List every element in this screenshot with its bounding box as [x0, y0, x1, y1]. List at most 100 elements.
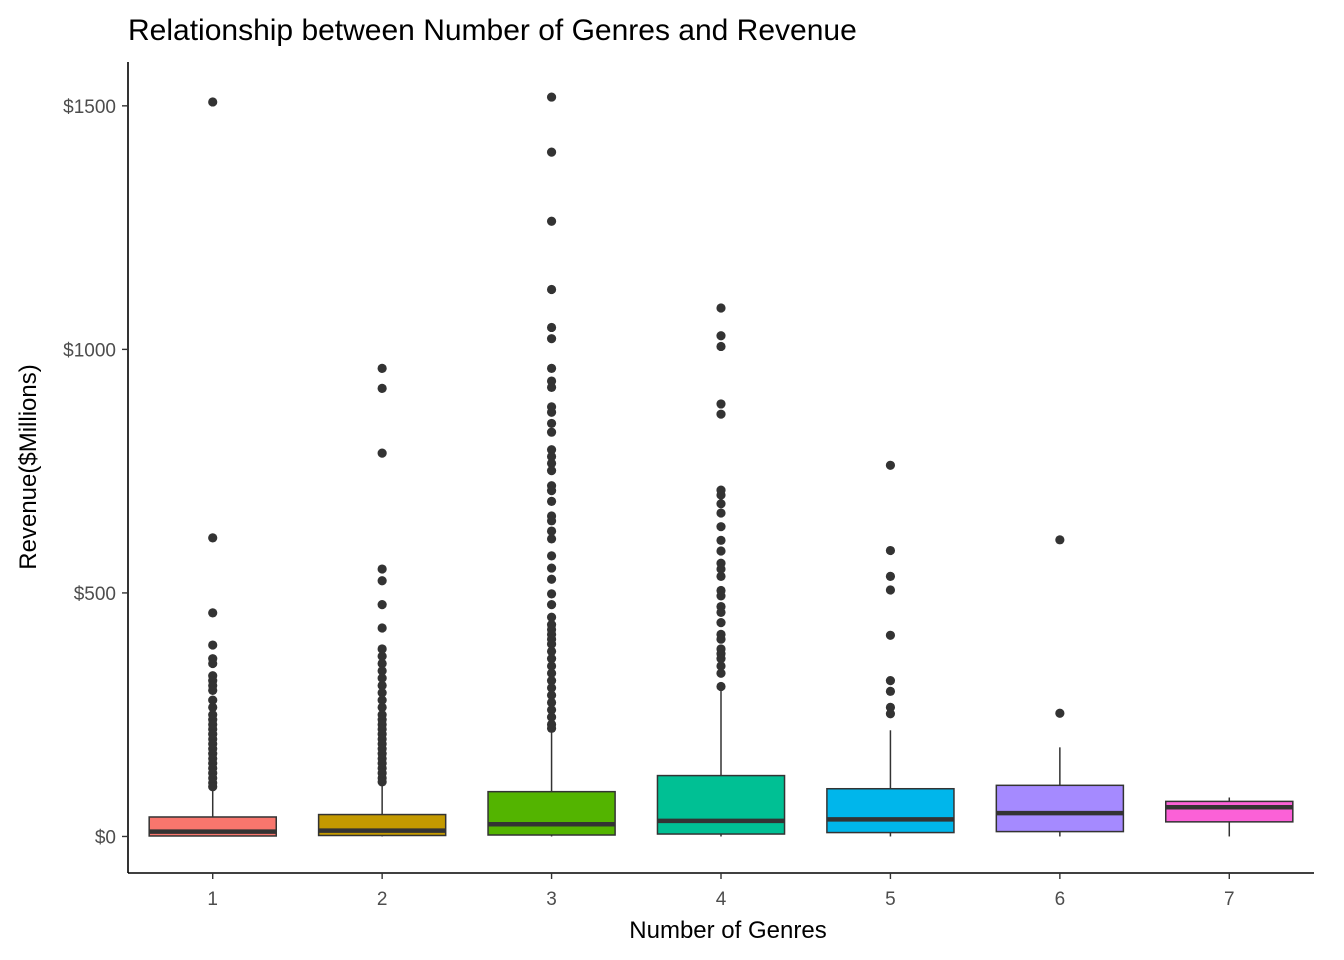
y-tick-label: $1500 — [63, 97, 116, 118]
x-tick-label: 5 — [885, 889, 896, 910]
outlier-point — [546, 496, 557, 506]
outlier-point — [208, 685, 218, 695]
outlier-point — [377, 702, 387, 712]
outlier-point — [716, 490, 726, 500]
outlier-point — [546, 534, 557, 544]
outlier-point — [377, 576, 387, 586]
box-group-3 — [487, 92, 616, 837]
box-group-2 — [317, 363, 447, 837]
outlier-point — [716, 546, 726, 556]
outlier-point — [885, 545, 896, 556]
outlier-point — [716, 341, 726, 352]
outlier-point — [716, 331, 726, 341]
outlier-point — [716, 409, 726, 419]
outlier-point — [716, 522, 726, 532]
y-tick-label: $0 — [95, 827, 116, 848]
outlier-point — [377, 644, 387, 654]
outlier-point — [377, 383, 387, 393]
outlier-point — [546, 712, 557, 722]
outlier-point — [546, 705, 557, 715]
outlier-point — [377, 688, 387, 698]
x-axis-title: Number of Genres — [629, 917, 826, 944]
outlier-point — [546, 723, 557, 733]
outlier-point — [377, 448, 387, 458]
outlier-point — [377, 600, 387, 610]
outlier-point — [377, 658, 387, 669]
outlier-point — [377, 623, 387, 633]
box-group-4 — [656, 303, 786, 837]
chart-title: Relationship between Number of Genres an… — [128, 14, 857, 47]
outlier-point — [208, 695, 218, 705]
outlier-point — [208, 97, 218, 107]
outlier-point — [546, 654, 557, 664]
outlier-point — [546, 690, 557, 700]
outlier-point — [716, 499, 726, 509]
outlier-point — [716, 634, 726, 644]
outlier-point — [208, 640, 218, 650]
box-iqr — [487, 790, 616, 836]
outlier-point — [208, 702, 218, 712]
outlier-point — [546, 427, 557, 437]
outlier-point — [546, 216, 557, 226]
outlier-point — [546, 697, 557, 708]
outlier-point — [546, 683, 557, 693]
y-axis-title: Revenue($Millions) — [15, 364, 42, 569]
outlier-point — [546, 486, 557, 496]
box-iqr — [826, 787, 955, 834]
outlier-point — [377, 673, 387, 683]
outlier-point — [885, 571, 896, 581]
box-group-1 — [148, 97, 277, 837]
outlier-point — [716, 668, 726, 678]
outlier-point — [377, 777, 387, 787]
outlier-point — [546, 600, 557, 610]
outlier-point — [546, 589, 557, 599]
outlier-point — [546, 147, 557, 157]
outlier-point — [716, 571, 726, 581]
outlier-point — [546, 407, 557, 417]
y-axis-ticks: $0 $500 $1000 $1500 — [63, 97, 128, 848]
y-tick-label: $500 — [74, 584, 116, 605]
outlier-point — [377, 695, 387, 705]
box-group-6 — [995, 535, 1125, 837]
plot-area — [148, 92, 1294, 837]
outlier-point — [208, 608, 218, 618]
outlier-point — [377, 666, 387, 676]
outlier-point — [716, 591, 726, 601]
outlier-point — [546, 458, 557, 468]
outlier-point — [546, 466, 557, 476]
outlier-point — [546, 284, 557, 295]
box-iqr — [1165, 800, 1294, 823]
outlier-point — [546, 376, 557, 386]
outlier-point — [546, 92, 557, 102]
outlier-point — [546, 516, 557, 526]
y-tick-label: $1000 — [63, 340, 116, 361]
outlier-point — [546, 676, 557, 686]
outlier-point — [546, 646, 557, 656]
x-axis-ticks: 1 2 3 4 5 6 7 — [207, 873, 1235, 910]
outlier-point — [885, 460, 896, 470]
outlier-point — [716, 618, 726, 628]
outlier-point — [546, 574, 557, 584]
outlier-point — [208, 782, 218, 792]
x-tick-label: 3 — [546, 889, 557, 910]
outlier-point — [716, 399, 726, 409]
outlier-point — [716, 607, 726, 618]
outlier-point — [546, 445, 557, 455]
outlier-point — [885, 702, 896, 712]
outlier-point — [377, 651, 387, 661]
outlier-point — [377, 680, 387, 691]
x-tick-label: 1 — [207, 889, 218, 910]
outlier-point — [716, 303, 726, 313]
outlier-point — [546, 668, 557, 678]
outlier-point — [546, 363, 557, 373]
outlier-point — [546, 612, 557, 622]
outlier-point — [208, 533, 218, 543]
outlier-point — [546, 382, 557, 392]
outlier-point — [546, 639, 557, 649]
outlier-point — [885, 686, 896, 696]
box-group-7 — [1165, 797, 1294, 837]
outlier-point — [208, 658, 218, 669]
x-tick-label: 6 — [1055, 889, 1066, 910]
